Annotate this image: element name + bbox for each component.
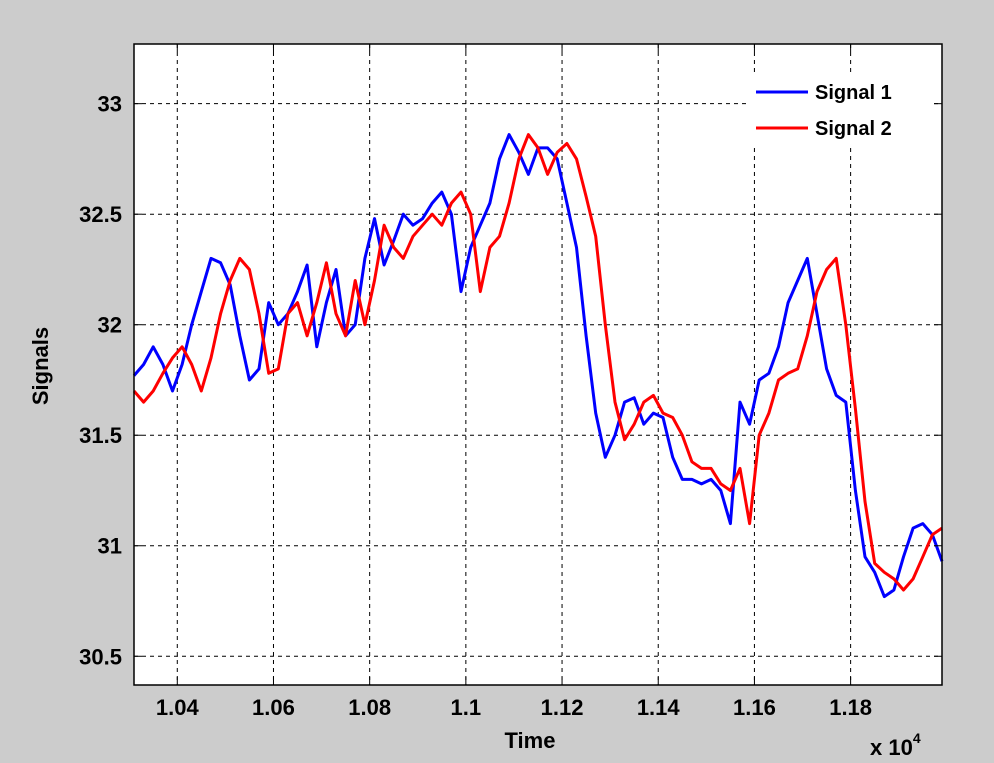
x-tick-label: 1.06	[252, 695, 295, 720]
y-tick-label: 33	[98, 92, 122, 117]
y-tick-label: 31.5	[79, 423, 122, 448]
x-tick-label: 1.12	[541, 695, 584, 720]
x-tick-label: 1.18	[829, 695, 872, 720]
x-exponent-power: 4	[913, 730, 921, 746]
y-axis-label: Signals	[28, 327, 53, 405]
x-tick-label: 1.14	[637, 695, 681, 720]
plot-lines	[132, 133, 944, 599]
legend-label-signal-2: Signal 2	[815, 118, 892, 140]
y-tick-label: 32	[98, 313, 122, 338]
tick-labels: 1.04 1.06 1.08 1.1 1.12 1.14 1.16 1.18 30.5 31 31.…	[79, 92, 872, 720]
y-tick-label: 30.5	[79, 644, 122, 669]
legend-box	[748, 76, 934, 146]
axes-frame	[133, 43, 943, 686]
y-tick-label: 31	[98, 534, 122, 559]
legend-label-signal-1: Signal 1	[815, 82, 892, 104]
x-tick-label: 1.04	[156, 695, 200, 720]
series-line-signal-2	[132, 133, 943, 592]
x-exponent-base: x 10	[870, 735, 913, 760]
x-exponent-label: x 104	[870, 730, 921, 760]
ticks	[134, 44, 942, 685]
legend: Signal 1 Signal 2	[748, 76, 934, 146]
x-axis-label: Time	[505, 728, 556, 753]
x-tick-label: 1.1	[451, 695, 482, 720]
x-tick-label: 1.08	[348, 695, 391, 720]
y-tick-label: 32.5	[79, 202, 122, 227]
x-tick-label: 1.16	[733, 695, 776, 720]
